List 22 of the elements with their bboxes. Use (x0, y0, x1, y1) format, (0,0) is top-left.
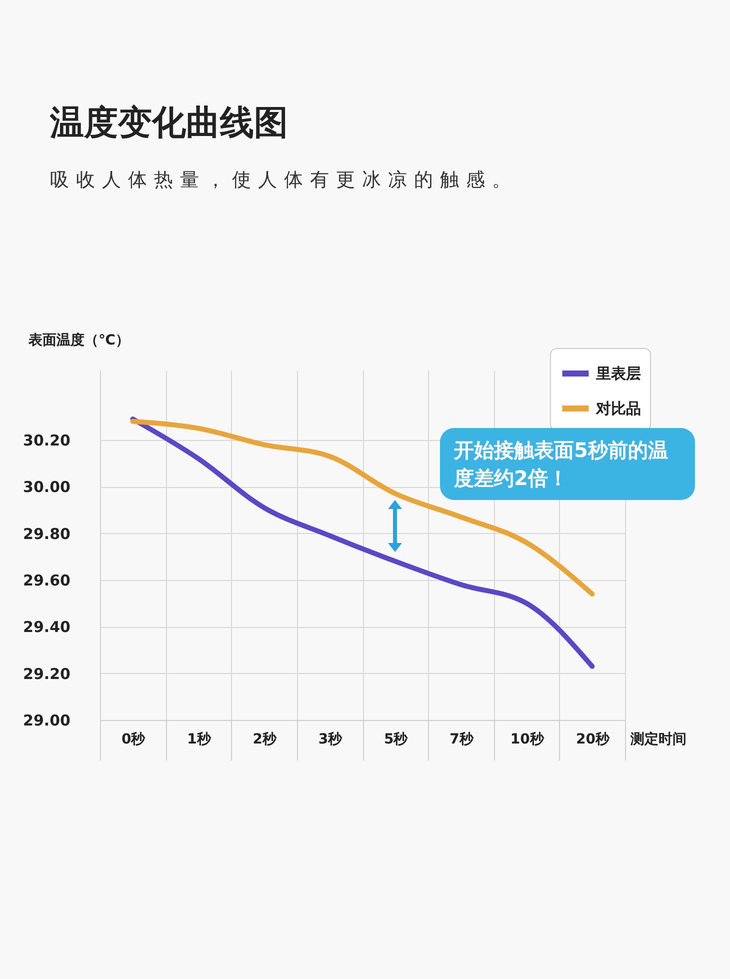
y-axis-title: 表面温度（℃） (28, 332, 130, 348)
x-tick-label: 20秒 (576, 732, 610, 748)
y-tick-label: 29.60 (23, 572, 70, 590)
y-tick-label: 30.20 (23, 432, 70, 450)
y-tick-label: 29.20 (23, 664, 70, 683)
x-axis-title: 测定时间 (630, 730, 686, 748)
x-tick-label: 10秒 (510, 732, 545, 748)
x-tick-label: 7秒 (450, 732, 474, 748)
speech-bubble: 开始接触表面5秒前的温度差约2倍！ (440, 428, 695, 500)
y-tick-label: 30.00 (23, 478, 70, 496)
x-tick-label: 0秒 (121, 732, 146, 748)
x-tick-label: 2秒 (252, 732, 278, 748)
y-tick-label: 29.00 (23, 712, 70, 730)
x-tick-label: 5秒 (384, 732, 409, 748)
chart-subtitle: 吸收人体热量，使人体有更冰凉的触感。 (50, 168, 518, 193)
legend-label: 里表层 (595, 364, 641, 382)
legend-label: 对比品 (595, 400, 641, 418)
y-tick-label: 29.40 (23, 618, 70, 636)
x-tick-label: 1秒 (187, 732, 212, 748)
x-tick-label: 3秒 (318, 732, 344, 748)
chart-title: 温度变化曲线图 (50, 102, 288, 145)
y-tick-label: 29.80 (23, 524, 70, 543)
